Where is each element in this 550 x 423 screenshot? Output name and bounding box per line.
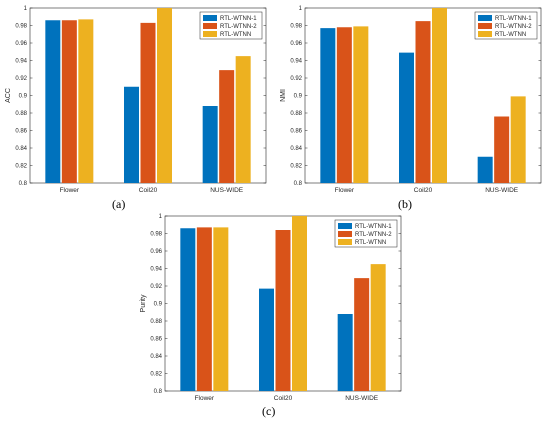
x-tick-label: Coil20 [274,395,293,402]
legend-label: RTL-WTNN-1 [220,16,257,22]
y-tick-label: 0.94 [290,59,302,65]
bar-rtl-wtnn-1 [477,156,493,183]
y-tick-label: 0.92 [150,284,162,290]
bar-rtl-wtnn-1 [259,288,274,391]
y-tick-label: 0.84 [290,146,302,152]
bar-rtl-wtnn [213,227,229,391]
bar-rtl-wtnn-1 [320,28,336,183]
bar-rtl-wtnn [370,264,386,391]
y-tick-label: 0.94 [150,267,162,273]
bar-rtl-wtnn-2 [219,70,235,183]
legend-swatch [203,23,217,29]
bar-rtl-wtnn-2 [415,21,431,183]
legend-swatch [478,15,492,21]
legend-swatch [203,31,217,37]
y-tick-label: 0.98 [15,24,27,30]
x-tick-label: NUS-WIDE [210,187,244,194]
legend-label: RTL-WTNN [355,240,386,246]
caption-a: (a) [112,197,126,211]
y-axis-label: Purity [140,294,147,312]
x-tick-label: NUS-WIDE [485,187,519,194]
y-tick-label: 0.98 [150,232,162,238]
y-tick-label: 0.86 [15,129,27,135]
y-tick-label: 0.84 [15,146,27,152]
y-tick-label: 0.8 [294,181,303,187]
x-tick-label: Flower [60,187,80,194]
bar-rtl-wtnn-1 [124,86,139,183]
legend-swatch [338,239,352,245]
y-tick-label: 0.9 [294,94,303,100]
chart-nmi: 0.8 0.82 0.84 0.86 0.88 0.9 0.92 0.94 0.96 0.98 1 N… [280,6,542,194]
bar-rtl-wtnn-1 [337,314,353,391]
y-axis-label: NMI [280,89,287,102]
bar-rtl-wtnn [78,19,94,183]
bar-rtl-wtnn-1 [399,52,414,183]
bar-rtl-wtnn-2 [196,227,212,391]
bar-rtl-wtnn-2 [336,27,352,183]
y-tick-label: 0.8 [154,389,163,395]
y-tick-label: 0.82 [15,164,27,170]
bar-rtl-wtnn [157,8,172,183]
y-axis-label: ACC [5,88,12,103]
y-tick-label: 0.96 [290,41,302,47]
y-tick-label: 0.82 [150,372,162,378]
y-tick-label: 0.88 [15,111,27,117]
legend-label: RTL-WTNN-2 [220,24,257,30]
y-tick-label: 1 [299,6,303,12]
bar-rtl-wtnn [510,96,526,183]
legend-swatch [338,223,352,229]
y-tick-label: 0.88 [150,319,162,325]
bar-rtl-wtnn [235,56,251,183]
x-tick-label: Flower [335,187,355,194]
y-tick-label: 0.96 [15,41,27,47]
chart-acc: 0.8 0.82 0.84 0.86 0.88 0.9 0.92 0.94 0.96 0.98 1 A… [5,6,267,194]
legend-swatch [478,31,492,37]
y-tick-label: 0.9 [154,302,163,308]
y-tick-label: 0.86 [290,129,302,135]
y-tick-label: 0.96 [150,249,162,255]
bar-rtl-wtnn-1 [180,228,196,391]
caption-c: (c) [262,404,276,418]
y-tick-label: 0.8 [19,181,28,187]
bar-rtl-wtnn-2 [61,20,77,183]
legend-label: RTL-WTNN [220,32,251,38]
bar-rtl-wtnn-2 [275,230,291,391]
y-tick-label: 0.9 [19,94,28,100]
x-tick-label: Coil20 [414,187,433,194]
y-tick-label: 0.86 [150,337,162,343]
bar-rtl-wtnn-2 [494,116,510,183]
legend-label: RTL-WTNN-1 [495,16,532,22]
chart-purity: 0.8 0.82 0.84 0.86 0.88 0.9 0.92 0.94 0.96 0.98 1 P… [140,214,402,402]
y-tick-label: 1 [159,214,163,220]
bar-rtl-wtnn [353,26,369,183]
y-tick-label: 0.94 [15,59,27,65]
y-tick-label: 1 [24,6,28,12]
bar-rtl-wtnn-1 [45,20,61,183]
bar-rtl-wtnn-1 [202,106,218,183]
y-tick-label: 0.84 [150,354,162,360]
x-tick-label: NUS-WIDE [345,395,379,402]
bar-rtl-wtnn-2 [140,22,156,183]
y-tick-label: 0.98 [290,24,302,30]
y-tick-label: 0.82 [290,164,302,170]
legend-label: RTL-WTNN-2 [495,24,532,30]
y-tick-label: 0.88 [290,111,302,117]
legend-label: RTL-WTNN [495,32,526,38]
x-tick-label: Flower [195,395,215,402]
x-tick-label: Coil20 [139,187,158,194]
legend-swatch [203,15,217,21]
bar-rtl-wtnn-2 [354,278,370,391]
legend-label: RTL-WTNN-2 [355,232,392,238]
legend-swatch [338,231,352,237]
bar-rtl-wtnn [432,8,447,183]
legend-swatch [478,23,492,29]
bar-rtl-wtnn [292,216,307,391]
caption-b: (b) [398,197,412,211]
y-tick-label: 0.92 [290,76,302,82]
legend-label: RTL-WTNN-1 [355,224,392,230]
y-tick-label: 0.92 [15,76,27,82]
